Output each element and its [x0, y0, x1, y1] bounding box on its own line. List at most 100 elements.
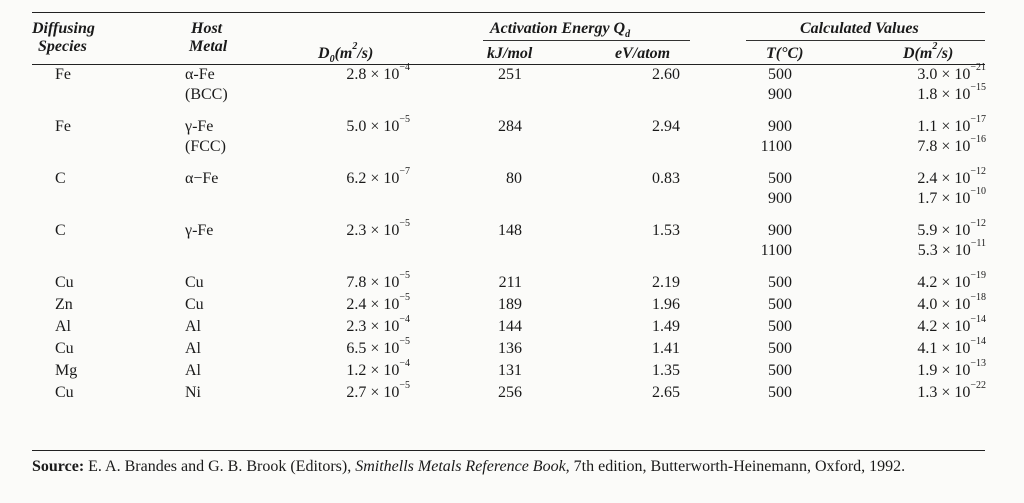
d0-cell: 5.0 × 10−5 — [300, 115, 410, 136]
temperature-cell: 900 — [768, 222, 792, 239]
mantissa: 1.7 — [917, 190, 938, 207]
header-host-metal: Host Metal — [189, 20, 228, 55]
kj-mol-cell: 284 — [498, 118, 522, 135]
activation-group-rule — [483, 40, 690, 41]
mantissa: 1.1 — [917, 118, 938, 135]
exponent: −12 — [970, 218, 986, 229]
mantissa: 4.0 — [917, 296, 938, 313]
times-ten: × 10 — [370, 384, 400, 401]
times-ten: × 10 — [941, 318, 971, 335]
d0-cell: 2.3 × 10−5 — [300, 219, 410, 240]
exponent: −12 — [970, 166, 986, 177]
mantissa: 7.8 — [917, 138, 938, 155]
mantissa: 6.5 — [346, 340, 367, 357]
kj-mol-cell: 256 — [498, 384, 522, 401]
times-ten: × 10 — [941, 138, 971, 155]
temperature-cell: 500 — [768, 318, 792, 335]
times-ten: × 10 — [370, 170, 400, 187]
times-ten: × 10 — [941, 86, 971, 103]
exponent: −7 — [399, 166, 410, 177]
d-value-cell: 1.9 × 10−13 — [850, 359, 986, 380]
d-value-cell: 4.0 × 10−18 — [850, 293, 986, 314]
header-ev-atom: eV/atom — [615, 45, 671, 62]
exponent: −4 — [399, 358, 410, 369]
exponent: −22 — [970, 380, 986, 391]
d-value-cell: 4.1 × 10−14 — [850, 337, 986, 358]
times-ten: × 10 — [370, 118, 400, 135]
kj-mol-cell: 251 — [498, 66, 522, 83]
host-metal-cell: γ-Fe — [185, 222, 214, 239]
exponent: −5 — [399, 292, 410, 303]
exponent: −13 — [970, 358, 986, 369]
temperature-cell: 1100 — [760, 242, 792, 259]
d-value-cell: 4.2 × 10−14 — [850, 315, 986, 336]
calculated-group-rule — [746, 40, 985, 41]
mantissa: 1.8 — [917, 86, 938, 103]
mantissa: 4.2 — [917, 318, 938, 335]
mantissa: 5.3 — [917, 242, 938, 259]
mantissa: 2.3 — [346, 318, 367, 335]
species-cell: Cu — [55, 340, 74, 357]
temperature-cell: 500 — [768, 340, 792, 357]
exponent: −11 — [970, 238, 986, 249]
header-d0: D0(m2/s) — [318, 41, 374, 65]
mantissa: 5.9 — [917, 222, 938, 239]
times-ten: × 10 — [941, 118, 971, 135]
exponent: −10 — [970, 186, 986, 197]
species-cell: Mg — [55, 362, 78, 379]
header-kj-mol: kJ/mol — [487, 45, 533, 62]
temperature-cell: 1100 — [760, 138, 792, 155]
mantissa: 6.2 — [346, 170, 367, 187]
temperature-cell: 900 — [768, 118, 792, 135]
temperature-cell: 500 — [768, 170, 792, 187]
ev-atom-cell: 2.60 — [652, 66, 680, 83]
d0-cell: 1.2 × 10−4 — [300, 359, 410, 380]
times-ten: × 10 — [370, 66, 400, 83]
times-ten: × 10 — [941, 222, 971, 239]
mantissa: 1.2 — [346, 362, 367, 379]
host-metal-cell: Cu — [185, 296, 204, 313]
host-metal-cell: Cu — [185, 274, 204, 291]
times-ten: × 10 — [941, 170, 971, 187]
temperature-cell: 900 — [768, 86, 792, 103]
host-metal-cell: (BCC) — [185, 86, 228, 103]
ev-atom-cell: 1.96 — [652, 296, 680, 313]
times-ten: × 10 — [370, 318, 400, 335]
mantissa: 5.0 — [346, 118, 367, 135]
d0-cell: 6.5 × 10−5 — [300, 337, 410, 358]
mantissa: 7.8 — [346, 274, 367, 291]
times-ten: × 10 — [370, 274, 400, 291]
d-value-cell: 5.9 × 10−12 — [850, 219, 986, 240]
exponent: −14 — [970, 314, 986, 325]
mantissa: 2.4 — [346, 296, 367, 313]
d-value-cell: 2.4 × 10−12 — [850, 167, 986, 188]
host-metal-cell: Al — [185, 318, 201, 335]
mantissa: 3.0 — [917, 66, 938, 83]
mantissa: 4.2 — [917, 274, 938, 291]
header-diffusing-species: Diffusing Species — [32, 20, 95, 55]
times-ten: × 10 — [370, 362, 400, 379]
exponent: −17 — [970, 114, 986, 125]
kj-mol-cell: 131 — [498, 362, 522, 379]
d-value-cell: 4.2 × 10−19 — [850, 271, 986, 292]
temperature-cell: 500 — [768, 274, 792, 291]
table-top-rule — [32, 12, 985, 13]
mantissa: 2.3 — [346, 222, 367, 239]
exponent: −5 — [399, 218, 410, 229]
times-ten: × 10 — [941, 274, 971, 291]
header-calculated-values: Calculated Values — [800, 20, 919, 37]
d0-cell: 2.7 × 10−5 — [300, 381, 410, 402]
ev-atom-cell: 1.49 — [652, 318, 680, 335]
d-value-cell: 1.3 × 10−22 — [850, 381, 986, 402]
times-ten: × 10 — [941, 66, 971, 83]
exponent: −5 — [399, 270, 410, 281]
kj-mol-cell: 148 — [498, 222, 522, 239]
exponent: −5 — [399, 336, 410, 347]
ev-atom-cell: 2.94 — [652, 118, 680, 135]
species-cell: C — [55, 170, 66, 187]
times-ten: × 10 — [941, 340, 971, 357]
ev-atom-cell: 1.53 — [652, 222, 680, 239]
temperature-cell: 500 — [768, 296, 792, 313]
mantissa: 1.3 — [917, 384, 938, 401]
species-cell: C — [55, 222, 66, 239]
